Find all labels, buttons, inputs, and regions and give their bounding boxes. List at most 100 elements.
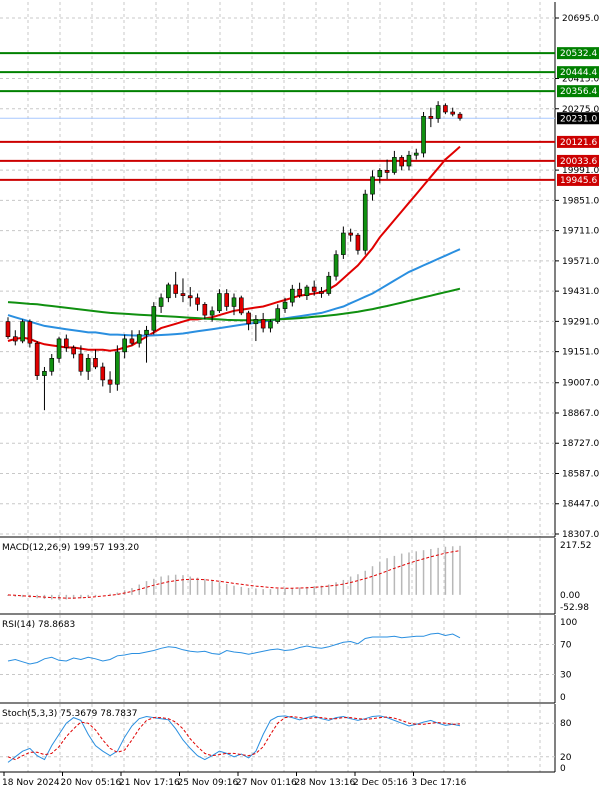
candle[interactable] [333, 250, 339, 281]
candle[interactable] [421, 111, 426, 158]
time-tick-label: 3 Dec 17:16 [412, 778, 467, 788]
candle[interactable] [34, 341, 40, 380]
candle[interactable] [384, 159, 390, 179]
candle[interactable] [268, 319, 273, 333]
candle[interactable] [144, 325, 149, 363]
candle[interactable] [129, 330, 135, 346]
candle[interactable] [319, 287, 324, 298]
candle[interactable] [282, 297, 288, 313]
candle[interactable] [202, 302, 208, 320]
candle-body [217, 293, 222, 312]
moving-average-line [7, 248, 461, 337]
candle[interactable] [100, 362, 106, 387]
candle[interactable] [413, 148, 419, 160]
candle[interactable] [5, 317, 11, 339]
candle[interactable] [42, 366, 47, 411]
candle[interactable] [64, 334, 69, 352]
candle-body [187, 295, 193, 299]
candle[interactable] [224, 289, 230, 311]
stoch-tick-label: 80 [560, 719, 572, 729]
price-tick-label: 19151.0 [562, 348, 599, 358]
candle[interactable] [173, 271, 178, 298]
support-level-label: 20033.6 [560, 157, 597, 167]
candle-body [384, 170, 390, 173]
candle[interactable] [166, 282, 171, 303]
candle[interactable] [238, 295, 244, 316]
candle[interactable] [326, 271, 332, 296]
candle[interactable] [370, 170, 375, 201]
candle[interactable] [362, 189, 368, 255]
rsi-tick-label: 30 [560, 671, 572, 681]
candle[interactable] [297, 282, 302, 298]
candle-body [413, 152, 419, 156]
candle-body [209, 310, 215, 316]
candle[interactable] [399, 155, 404, 171]
candle[interactable] [115, 345, 120, 391]
candle[interactable] [231, 293, 237, 316]
candle[interactable] [49, 354, 55, 376]
candle[interactable] [136, 330, 142, 348]
candle[interactable] [209, 306, 215, 322]
candle[interactable] [290, 284, 295, 307]
candle-body [78, 353, 84, 372]
candle[interactable] [275, 304, 281, 324]
candle[interactable] [71, 345, 76, 359]
candle-body [421, 116, 426, 154]
candle[interactable] [457, 111, 463, 121]
candle[interactable] [377, 168, 383, 184]
candle-body [457, 113, 463, 119]
price-tick-label: 19431.0 [562, 287, 599, 297]
candle[interactable] [246, 310, 251, 331]
candle[interactable] [12, 330, 18, 346]
candle[interactable] [392, 150, 397, 175]
price-tick-label: 19291.0 [562, 317, 599, 327]
time-tick-label: 21 Nov 17:16 [119, 778, 180, 788]
candle-body [355, 234, 361, 251]
stoch-panel[interactable]: Stoch(5,3,3) 75.3679 78.7837 80 200 [0, 704, 572, 774]
macd-panel[interactable]: MACD(12,26,9) 199.57 193.20 217.52 0.00 -52… [0, 538, 592, 615]
rsi-tick-label: 70 [560, 641, 572, 651]
candle[interactable] [122, 334, 127, 359]
candle[interactable] [180, 278, 186, 303]
candle-body [399, 157, 404, 167]
price-tick-label: 20275.0 [562, 105, 599, 115]
candle[interactable] [260, 312, 266, 333]
candle[interactable] [217, 289, 222, 313]
main-price-panel[interactable]: 20695.0 20415.0 20275.0 19991.0 19851.0 19711… [0, 2, 599, 540]
candle[interactable] [406, 150, 412, 171]
time-tick-label: 27 Nov 01:16 [236, 778, 297, 788]
candle-body [12, 336, 18, 342]
candle[interactable] [253, 315, 259, 342]
rsi-panel[interactable]: RSI(14) 78.8683 100 70 30 0 [0, 615, 577, 704]
candle-body [158, 297, 164, 307]
candle-body [377, 170, 383, 178]
candle[interactable] [311, 280, 317, 296]
macd-tick-label: -52.98 [560, 603, 589, 613]
candle[interactable] [56, 336, 62, 363]
candle[interactable] [443, 103, 448, 115]
candle-body [115, 351, 120, 385]
candle[interactable] [304, 284, 310, 300]
candle[interactable] [158, 293, 164, 313]
candle[interactable] [355, 233, 361, 255]
candle[interactable] [20, 319, 25, 344]
candle-body [275, 308, 281, 322]
candle[interactable] [93, 349, 98, 370]
candle[interactable] [151, 302, 157, 335]
price-tick-label: 18727.0 [562, 439, 599, 449]
candle[interactable] [341, 226, 346, 259]
candle[interactable] [195, 293, 200, 311]
candle[interactable] [428, 107, 434, 128]
candle[interactable] [348, 228, 353, 242]
candle[interactable] [450, 107, 456, 117]
candle-body [311, 286, 317, 292]
candle[interactable] [187, 287, 193, 307]
candle[interactable] [78, 345, 84, 376]
candle[interactable] [85, 354, 91, 380]
price-tick-label: 19991.0 [562, 166, 599, 176]
candle[interactable] [27, 319, 33, 348]
candle[interactable] [107, 371, 113, 393]
candle[interactable] [435, 101, 441, 123]
time-tick-label: 20 Nov 05:16 [61, 778, 122, 788]
